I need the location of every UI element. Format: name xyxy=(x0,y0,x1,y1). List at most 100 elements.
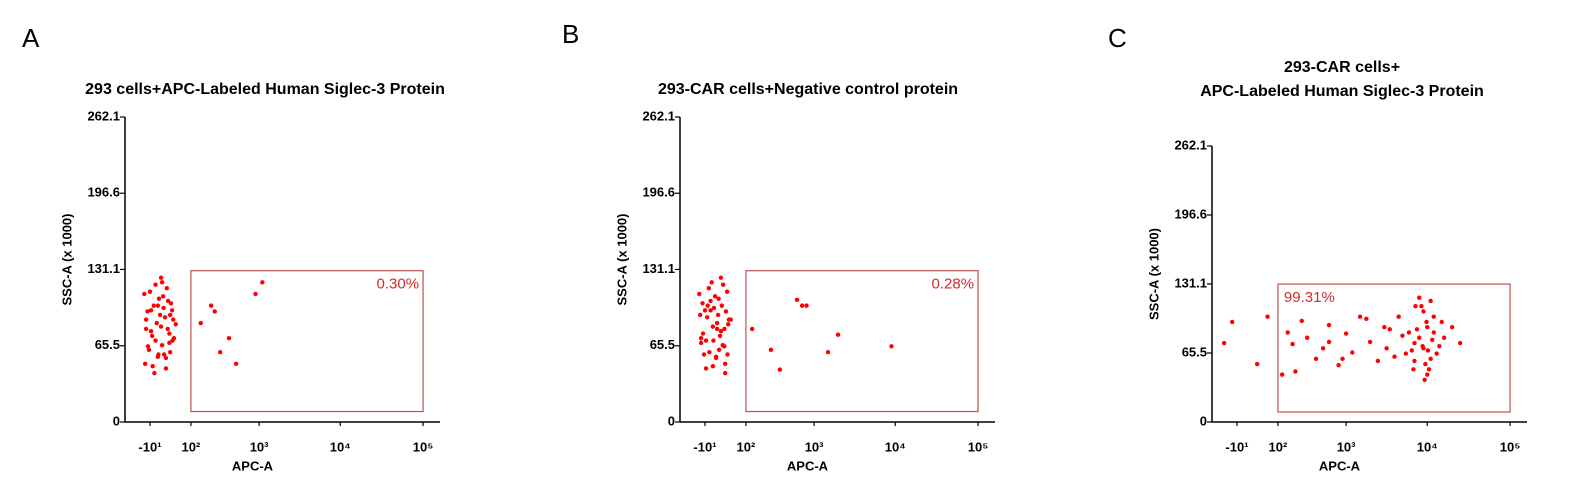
event-dot xyxy=(697,312,703,318)
gate xyxy=(1277,283,1511,413)
event-dot xyxy=(698,336,704,341)
event-dot xyxy=(1411,367,1416,372)
x-tick-label: 10³ xyxy=(805,439,824,454)
event-dot xyxy=(714,320,720,326)
event-dot xyxy=(725,352,730,357)
event-dot xyxy=(1417,335,1422,340)
event-dot xyxy=(1422,377,1427,383)
event-dot xyxy=(1421,309,1426,314)
gate-percent: 99.31% xyxy=(1284,289,1335,306)
y-tick-label: 0 xyxy=(668,413,675,428)
event-dot xyxy=(1293,369,1298,374)
event-dot xyxy=(726,322,731,327)
event-dot xyxy=(1403,351,1409,356)
event-dot xyxy=(155,354,161,360)
event-dot xyxy=(165,326,170,332)
event-dot xyxy=(1265,314,1270,319)
event-dot xyxy=(1343,331,1349,336)
event-dot xyxy=(722,326,727,332)
event-dot xyxy=(1313,356,1319,362)
event-dot xyxy=(1420,343,1425,349)
event-dot xyxy=(1457,340,1463,346)
event-dot xyxy=(720,342,725,348)
event-dot xyxy=(150,363,155,369)
event-dot xyxy=(1437,343,1442,349)
event-dot xyxy=(722,361,728,367)
panel-letter: A xyxy=(22,23,40,53)
event-dot xyxy=(1326,322,1332,328)
event-dot xyxy=(1384,346,1389,351)
event-dot xyxy=(151,303,156,308)
event-dot xyxy=(835,332,841,337)
event-dot xyxy=(1425,348,1431,353)
event-dot xyxy=(161,352,167,357)
event-dot xyxy=(804,303,809,308)
event-dot xyxy=(712,294,718,299)
x-tick-label: -10¹ xyxy=(693,439,716,454)
x-tick-label: 10⁴ xyxy=(1417,439,1438,454)
gate xyxy=(190,270,424,413)
event-dot xyxy=(1406,330,1412,335)
event-dot xyxy=(889,344,894,349)
event-dot xyxy=(167,349,173,355)
event-dot xyxy=(156,296,162,301)
event-dot xyxy=(716,296,721,301)
event-dot xyxy=(145,309,150,314)
event-dot xyxy=(1414,327,1420,332)
event-dot xyxy=(1441,335,1447,340)
event-dot xyxy=(147,289,153,294)
y-axis-label: SSC-A (x 1000) xyxy=(59,214,74,306)
panel: C 293-CAR cells+ APC-Labeled Human Siglec-… xyxy=(1108,23,1527,473)
event-dot xyxy=(1412,340,1417,346)
y-axis-label: SSC-A (x 1000) xyxy=(1146,228,1161,320)
event-dot xyxy=(217,349,223,355)
event-dot xyxy=(163,366,169,371)
event-dot xyxy=(768,347,774,353)
event-dot xyxy=(825,349,831,355)
event-dot xyxy=(777,367,783,372)
event-dot xyxy=(149,333,155,339)
x-tick-label: 10⁵ xyxy=(968,439,989,454)
gate-percent: 0.30% xyxy=(377,276,420,293)
event-dot xyxy=(1430,337,1435,343)
event-dot xyxy=(1434,351,1439,356)
event-dot xyxy=(161,305,166,311)
event-dot xyxy=(168,301,174,306)
event-dot xyxy=(162,315,168,320)
event-dot xyxy=(1392,354,1397,359)
chart-title: 293-CAR cells+ xyxy=(1284,59,1400,76)
x-tick-label: 10² xyxy=(1269,439,1288,454)
event-dot xyxy=(711,338,716,343)
event-dot xyxy=(718,329,724,334)
event-dot xyxy=(154,320,159,326)
event-dot xyxy=(720,282,726,287)
event-dot xyxy=(709,280,714,285)
event-dot xyxy=(146,347,152,353)
event-dot xyxy=(708,308,713,313)
event-dot xyxy=(260,280,265,285)
x-tick-label: 10⁴ xyxy=(330,439,351,454)
event-dot xyxy=(1400,333,1405,338)
x-tick-label: 10³ xyxy=(1337,439,1356,454)
x-tick-label: 10⁵ xyxy=(413,439,434,454)
x-tick-label: -10¹ xyxy=(1225,439,1248,454)
y-tick-label: 131.1 xyxy=(87,261,120,276)
event-dot xyxy=(1364,316,1369,322)
event-dot xyxy=(169,308,175,313)
event-dot xyxy=(717,333,723,339)
event-dot xyxy=(1340,356,1345,362)
event-dot xyxy=(1428,356,1433,362)
event-dot xyxy=(705,303,710,308)
event-dot xyxy=(704,315,710,320)
event-dot xyxy=(159,280,165,285)
event-dot xyxy=(158,324,164,329)
event-dot xyxy=(715,312,721,318)
event-dot xyxy=(711,305,717,311)
event-dot xyxy=(170,338,175,343)
event-dot xyxy=(208,303,214,308)
event-dot xyxy=(1367,339,1373,345)
y-tick-label: 196.6 xyxy=(642,185,675,200)
event-dot xyxy=(1439,319,1444,325)
event-dot xyxy=(142,291,147,297)
